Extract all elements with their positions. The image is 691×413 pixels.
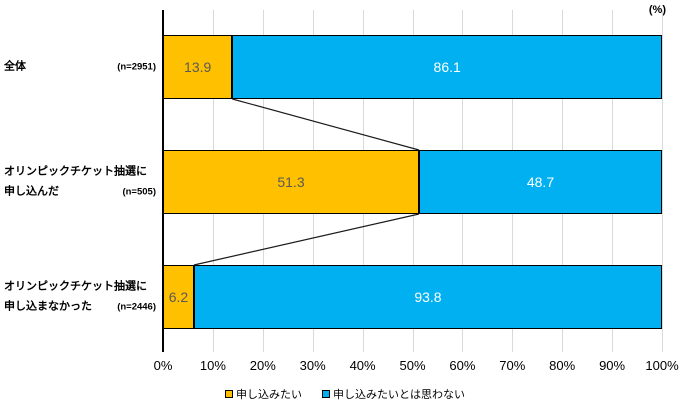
x-tick-label: 40% [349, 358, 376, 373]
plot-area: 13.9 86.1 51.3 48.7 6.2 93.8 [162, 10, 663, 352]
x-tick-label: 20% [249, 358, 276, 373]
bar-row: 6.2 93.8 [163, 265, 662, 329]
value-label: 51.3 [277, 174, 305, 190]
bar-row: 13.9 86.1 [163, 35, 662, 99]
category-text: 申し込んだ [4, 185, 59, 198]
category-text: オリンピックチケット抽選に [4, 165, 147, 178]
legend-swatch-yellow-icon [225, 390, 233, 398]
x-tick-label: 70% [499, 358, 526, 373]
x-tick-label: 60% [449, 358, 476, 373]
value-label: 13.9 [184, 59, 212, 75]
sample-size: (n=505) [122, 186, 156, 198]
bar-segment-not-apply: 48.7 [418, 150, 662, 214]
bar-row: 51.3 48.7 [163, 150, 662, 214]
x-tick-label: 10% [199, 358, 226, 373]
bar-segment-apply: 6.2 [163, 265, 194, 329]
legend-swatch-blue-icon [322, 390, 330, 398]
x-tick-label: 50% [399, 358, 426, 373]
category-text: 全体 [4, 60, 26, 73]
sample-size: (n=2951) [117, 61, 156, 73]
legend: 申し込みたい 申し込みたいとは思わない [225, 386, 465, 402]
bar-segment-apply: 51.3 [163, 150, 419, 214]
gridline [662, 10, 663, 352]
value-label: 48.7 [526, 174, 555, 190]
value-label: 6.2 [168, 289, 189, 305]
unit-label: (%) [648, 4, 666, 16]
bar-segment-apply: 13.9 [163, 35, 233, 99]
x-tick-label: 0% [153, 358, 173, 373]
category-label: オリンピックチケット抽選に 申し込んだ (n=505) [4, 162, 156, 203]
legend-label: 申し込みたいとは思わない [333, 389, 465, 401]
x-tick-label: 30% [299, 358, 326, 373]
legend-item-apply: 申し込みたい [225, 386, 302, 402]
category-label: オリンピックチケット抽選に 申し込まなかった (n=2446) [4, 277, 156, 318]
bar-segment-not-apply: 86.1 [232, 35, 662, 99]
bar-segment-not-apply: 93.8 [193, 265, 662, 329]
sample-size: (n=2446) [117, 301, 156, 313]
x-tick-label: 100% [645, 358, 679, 373]
value-label: 86.1 [433, 59, 461, 75]
x-tick-label: 80% [549, 358, 576, 373]
category-text: 申し込まなかった [4, 300, 92, 313]
value-label: 93.8 [414, 289, 442, 305]
category-text: オリンピックチケット抽選に [4, 280, 147, 293]
x-tick-label: 90% [599, 358, 626, 373]
legend-label: 申し込みたい [236, 389, 302, 401]
legend-item-not-apply: 申し込みたいとは思わない [322, 386, 465, 402]
category-label: 全体 (n=2951) [4, 57, 156, 78]
